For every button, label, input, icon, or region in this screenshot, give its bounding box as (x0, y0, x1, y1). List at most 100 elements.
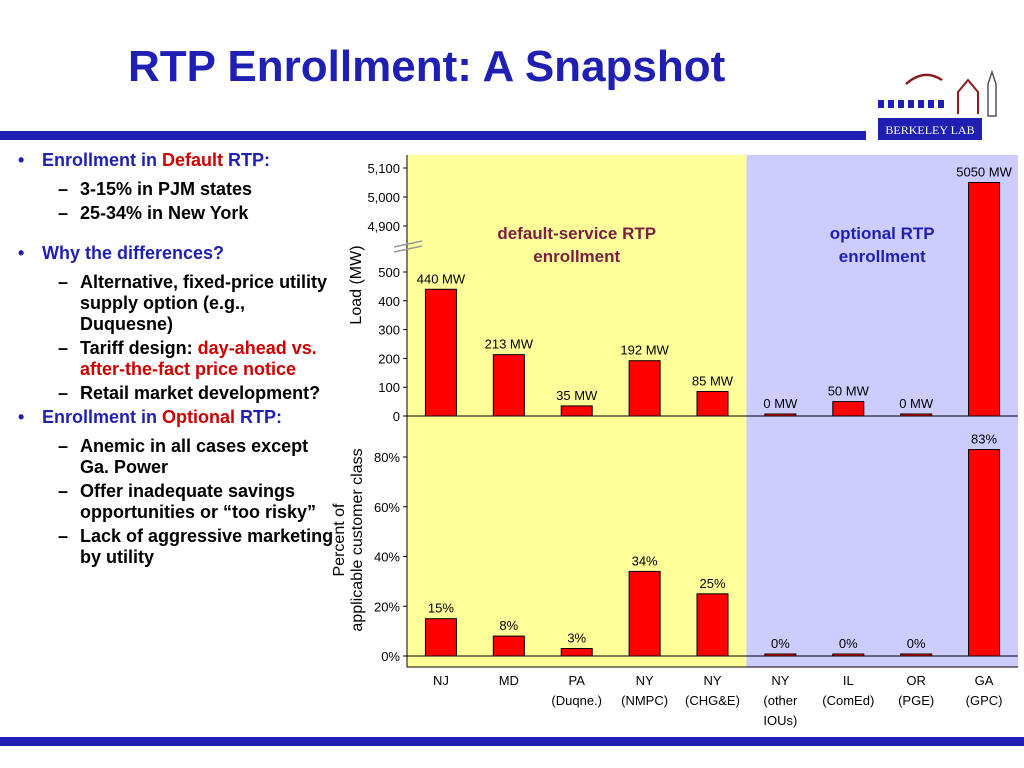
category-label: (CHG&E) (685, 693, 740, 708)
load-tick-label: 500 (378, 265, 400, 280)
bullet-item: • Why the differences? (14, 243, 334, 264)
sub-bullet-dash: – (58, 436, 69, 456)
category-label: NJ (433, 673, 449, 688)
load-tick-label: 400 (378, 294, 400, 309)
load-tick-label: 0 (393, 409, 400, 424)
load-data-label: 85 MW (692, 374, 734, 389)
percent-data-label: 0% (907, 636, 926, 651)
highlight-text: day-ahead vs. after-the-fact price notic… (80, 338, 317, 379)
load-bar (832, 401, 865, 417)
sub-bullet-dash: – (58, 481, 69, 501)
percent-bar (696, 593, 729, 657)
sub-bullet-dash: – (58, 338, 69, 358)
category-label: MD (499, 673, 519, 688)
load-data-label: 0 MW (763, 396, 798, 411)
percent-data-label: 83% (971, 432, 997, 447)
load-bar (560, 405, 593, 417)
load-tick-label: 4,900 (367, 219, 400, 234)
percent-tick-label: 80% (374, 450, 400, 465)
percent-bar (492, 635, 525, 657)
percent-data-label: 25% (699, 576, 725, 591)
bullet-text: Anemic in all cases except Ga. Power (80, 436, 309, 477)
category-label: (ComEd) (822, 693, 874, 708)
berkeley-lab-logo: BERKELEY LAB (878, 69, 997, 140)
category-label: NY (771, 673, 789, 688)
category-label: NY (636, 673, 654, 688)
load-bar (492, 354, 525, 417)
bullet-dot: • (18, 150, 25, 170)
percent-bar (628, 570, 661, 657)
bullet-text: Retail market development? (80, 383, 321, 403)
percent-data-label: 8% (499, 618, 518, 633)
load-tick-label: 300 (378, 323, 400, 338)
load-tick-label: 5,000 (367, 190, 400, 205)
percent-data-label: 15% (428, 601, 454, 616)
bullet-text: Alternative, fixed-price utility supply … (80, 272, 328, 334)
sub-bullet-dash: – (58, 526, 69, 546)
bullet-text: Enrollment in (42, 150, 163, 170)
percent-axis-label: Percent of (331, 503, 348, 576)
title-rule (0, 131, 866, 140)
bullet-text: Lack of aggressive marketing by utility (80, 526, 334, 567)
highlight-text: Default (162, 150, 224, 170)
axis-break-mark (393, 245, 423, 253)
load-tick-label: 200 (378, 351, 400, 366)
load-bar (424, 288, 457, 417)
load-axis-label: Load (MW) (348, 245, 365, 324)
highlight-text: Optional (162, 407, 236, 427)
percent-data-label: 3% (567, 631, 586, 646)
load-data-label: 192 MW (620, 343, 669, 358)
percent-data-label: 0% (771, 636, 790, 651)
sub-bullet-dash: – (58, 272, 69, 292)
region-label: default-service RTP (497, 224, 656, 243)
bullet-item: • Enrollment in Optional RTP: (14, 407, 334, 428)
percent-bar (968, 449, 1001, 657)
sub-bullet-item: – Tariff design: day-ahead vs. after-the-… (14, 338, 334, 380)
category-label: IL (843, 673, 854, 688)
percent-bar (764, 653, 797, 657)
percent-tick-label: 60% (374, 500, 400, 515)
sub-bullet-item: – Alternative, fixed-price utility supply… (14, 272, 334, 335)
region-label: optional RTP (830, 224, 935, 243)
load-bar (968, 182, 1001, 417)
sub-bullet-item: – Lack of aggressive marketing by utility (14, 526, 334, 568)
category-label: (other (763, 693, 798, 708)
load-tick-label: 5,100 (367, 161, 400, 176)
load-data-label: 5050 MW (956, 165, 1012, 180)
region-label: enrollment (533, 247, 620, 266)
load-data-label: 440 MW (417, 271, 466, 286)
category-label: PA (569, 673, 586, 688)
footer-rule (0, 737, 1024, 746)
load-data-label: 35 MW (556, 388, 598, 403)
bullet-list: • Enrollment in Default RTP: –3-15% in PJM… (14, 150, 334, 571)
category-label: (Duqne.) (551, 693, 602, 708)
region-label: enrollment (839, 247, 926, 266)
sub-bullet-item: –3-15% in PJM states (14, 179, 334, 200)
sub-bullet-dash: – (58, 203, 69, 223)
slide-title: RTP Enrollment: A Snapshot (128, 42, 726, 91)
sub-bullet-dash: – (58, 383, 69, 403)
percent-data-label: 34% (632, 553, 658, 568)
percent-tick-label: 20% (374, 599, 400, 614)
load-data-label: 50 MW (828, 384, 870, 399)
category-label: IOUs) (763, 713, 797, 728)
percent-axis-label: applicable customer class (349, 448, 366, 631)
load-bar (628, 360, 661, 417)
percent-bar (424, 618, 457, 657)
load-data-label: 0 MW (899, 396, 934, 411)
load-bar (764, 413, 797, 417)
logo-text: BERKELEY LAB (885, 123, 974, 137)
percent-tick-label: 0% (381, 649, 400, 664)
bullet-dot: • (18, 243, 25, 263)
percent-bar (832, 653, 865, 657)
bullet-dot: • (18, 407, 25, 427)
sub-bullet-dash: – (58, 179, 69, 199)
sub-bullet-item: – Offer inadequate savings opportunities … (14, 481, 334, 523)
bullet-text: Offer inadequate savings opportunities o… (80, 481, 317, 522)
percent-bar (560, 648, 593, 657)
bullet-text: Tariff design: (80, 338, 198, 358)
category-label: NY (703, 673, 721, 688)
percent-tick-label: 40% (374, 550, 400, 565)
category-label: (GPC) (966, 693, 1003, 708)
